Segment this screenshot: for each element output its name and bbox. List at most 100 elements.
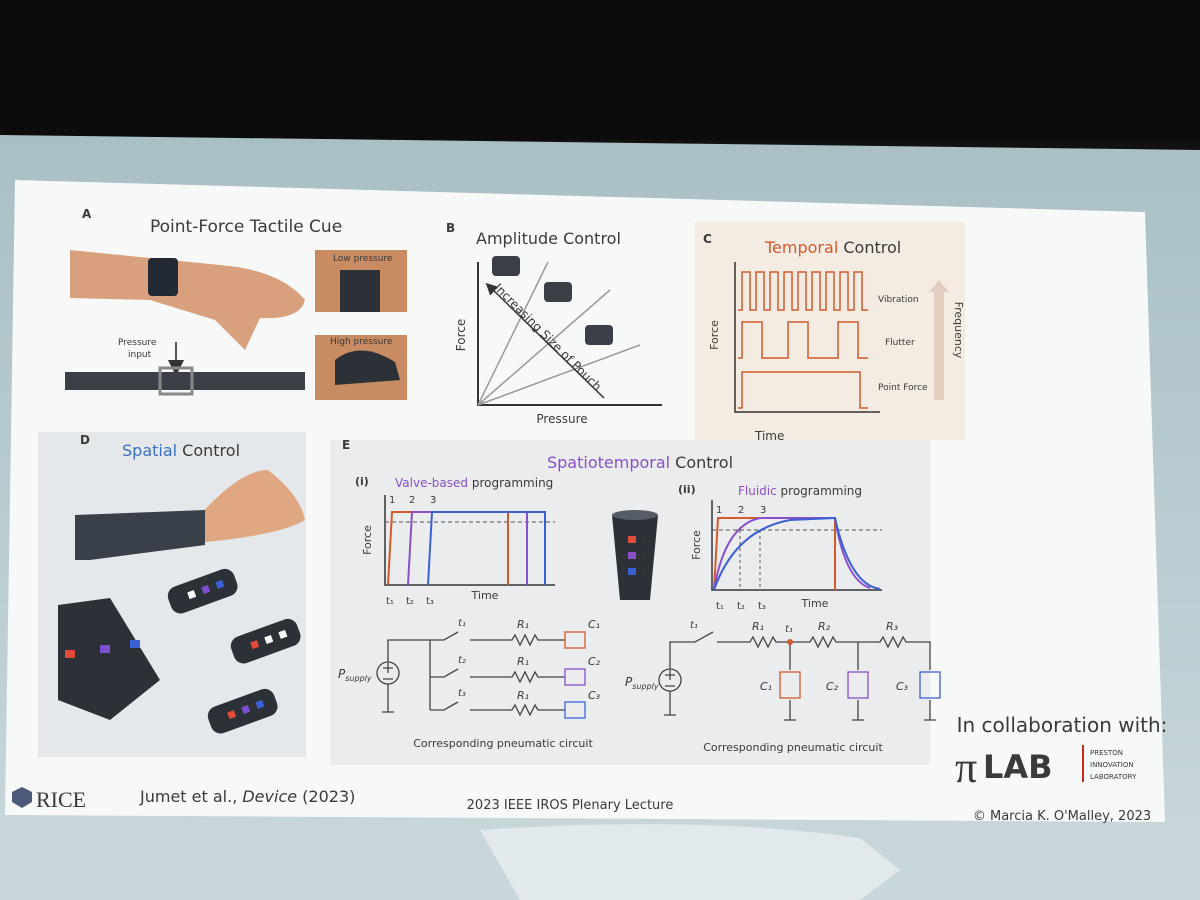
resistor-label: R₂ xyxy=(818,620,831,633)
ceiling xyxy=(0,0,1200,140)
panel-letter: D xyxy=(80,433,90,447)
cup-label: 1 xyxy=(641,536,646,545)
shape xyxy=(207,688,278,734)
shape xyxy=(787,639,793,645)
hand-shadow xyxy=(480,824,900,900)
shape xyxy=(241,705,251,715)
shape xyxy=(255,699,265,709)
text: programming xyxy=(777,484,862,498)
logo: RICE xyxy=(36,787,86,812)
label: High pressure xyxy=(330,337,393,347)
shape xyxy=(713,516,881,591)
shape xyxy=(544,282,572,302)
text: Control xyxy=(177,441,240,460)
shape xyxy=(148,258,178,296)
text: supply xyxy=(632,682,659,691)
supply-label: Psupply xyxy=(338,667,372,683)
panel-title: Amplitude Control xyxy=(476,229,621,248)
sub-tag: (i) xyxy=(355,475,369,488)
shape xyxy=(75,510,205,560)
circuit-valve xyxy=(376,631,586,719)
shape xyxy=(264,635,274,645)
shape xyxy=(167,568,238,614)
peak-label: 2 xyxy=(738,505,744,516)
axis-label: Time xyxy=(471,589,499,602)
axis-label: Time xyxy=(754,429,784,443)
lab-full: INNOVATION xyxy=(1090,761,1134,769)
shape xyxy=(12,787,32,808)
resistor-label: R₁ xyxy=(517,689,529,702)
shape xyxy=(628,568,636,575)
axis-label: Time xyxy=(801,597,829,610)
peak-label: 1 xyxy=(716,505,722,516)
shape xyxy=(664,631,936,721)
shape xyxy=(187,590,197,600)
shape xyxy=(929,280,949,292)
circuit-fluidic xyxy=(658,631,941,721)
panel-letter: A xyxy=(82,207,92,221)
text: Spatial xyxy=(122,441,177,460)
axis-label: Force xyxy=(454,319,468,351)
shape xyxy=(65,650,75,658)
node-label: t₁ xyxy=(785,624,793,635)
shape xyxy=(612,510,658,520)
text: P xyxy=(625,675,633,689)
capacitor-label: C₂ xyxy=(588,655,601,668)
capacitor-label: C₃ xyxy=(588,689,601,702)
trace-label: Vibration xyxy=(878,295,919,305)
capacitor-label: C₁ xyxy=(588,618,600,631)
capacitor-label: C₁ xyxy=(760,680,772,693)
shape xyxy=(215,579,225,589)
shape xyxy=(470,633,565,717)
time-label: t₂ xyxy=(406,596,414,607)
shape xyxy=(738,321,868,359)
shape xyxy=(665,670,675,687)
cup-label: 3 xyxy=(641,568,646,577)
shape xyxy=(201,585,211,595)
panel-c: C Temporal Control Vibration Flutter Poi… xyxy=(695,222,965,443)
time-label: t₃ xyxy=(426,596,434,607)
shape xyxy=(919,671,941,699)
text: Jumet et al., xyxy=(139,787,242,806)
shape xyxy=(847,671,869,699)
shape xyxy=(628,552,636,559)
shape xyxy=(200,470,305,542)
shape xyxy=(477,261,641,406)
text: Control xyxy=(838,238,901,257)
resistor-label: R₁ xyxy=(752,620,764,633)
panel-letter: C xyxy=(703,232,712,246)
shape xyxy=(167,568,238,614)
shape xyxy=(230,618,301,664)
shape xyxy=(779,671,801,699)
switch-label: t₃ xyxy=(458,688,466,699)
text: Device xyxy=(242,787,297,806)
shape xyxy=(340,270,380,312)
time-label: t₃ xyxy=(758,601,766,612)
caption: Corresponding pneumatic circuit xyxy=(413,737,593,750)
switch-label: t₁ xyxy=(690,620,698,631)
text: P xyxy=(338,667,346,681)
label: input xyxy=(128,350,152,360)
shape xyxy=(492,256,520,276)
time-label: t₁ xyxy=(386,596,394,607)
shape xyxy=(207,688,278,734)
peak-label: 3 xyxy=(760,505,766,516)
panel-title: Spatial Control xyxy=(122,441,240,460)
axis-label: Pressure xyxy=(536,412,587,426)
footer: RICE Jumet et al., Device (2023) 2023 IE… xyxy=(12,713,1167,824)
cup-label: 2 xyxy=(641,552,646,561)
shape xyxy=(695,222,965,440)
copyright: © Marcia K. O'Malley, 2023 xyxy=(973,809,1151,824)
axis-label: Force xyxy=(708,320,721,350)
text: Spatiotemporal xyxy=(547,453,670,472)
panel-d: D Spatial Control xyxy=(38,432,306,757)
shape xyxy=(158,366,194,396)
time-label: t₁ xyxy=(716,601,724,612)
shape xyxy=(278,629,288,639)
lab-full: LABORATORY xyxy=(1090,773,1137,781)
panel-e: E Spatiotemporal Control (i) Valve-based… xyxy=(330,438,941,765)
shape xyxy=(250,640,260,650)
collab: In collaboration with: xyxy=(957,713,1168,737)
shape xyxy=(585,325,613,345)
shape xyxy=(58,598,160,720)
